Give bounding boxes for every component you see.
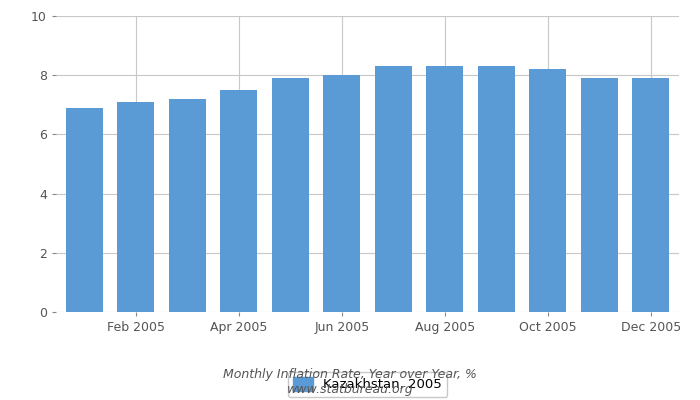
Legend: Kazakhstan, 2005: Kazakhstan, 2005 — [288, 372, 447, 397]
Bar — [323, 75, 360, 312]
Bar — [529, 69, 566, 312]
Bar — [426, 66, 463, 312]
Bar — [632, 78, 669, 312]
Bar — [220, 90, 258, 312]
Bar — [581, 78, 617, 312]
Bar — [118, 102, 154, 312]
Bar — [66, 108, 103, 312]
Text: Monthly Inflation Rate, Year over Year, %: Monthly Inflation Rate, Year over Year, … — [223, 368, 477, 381]
Bar — [477, 66, 514, 312]
Text: www.statbureau.org: www.statbureau.org — [287, 383, 413, 396]
Bar — [169, 99, 206, 312]
Bar — [272, 78, 309, 312]
Bar — [374, 66, 412, 312]
